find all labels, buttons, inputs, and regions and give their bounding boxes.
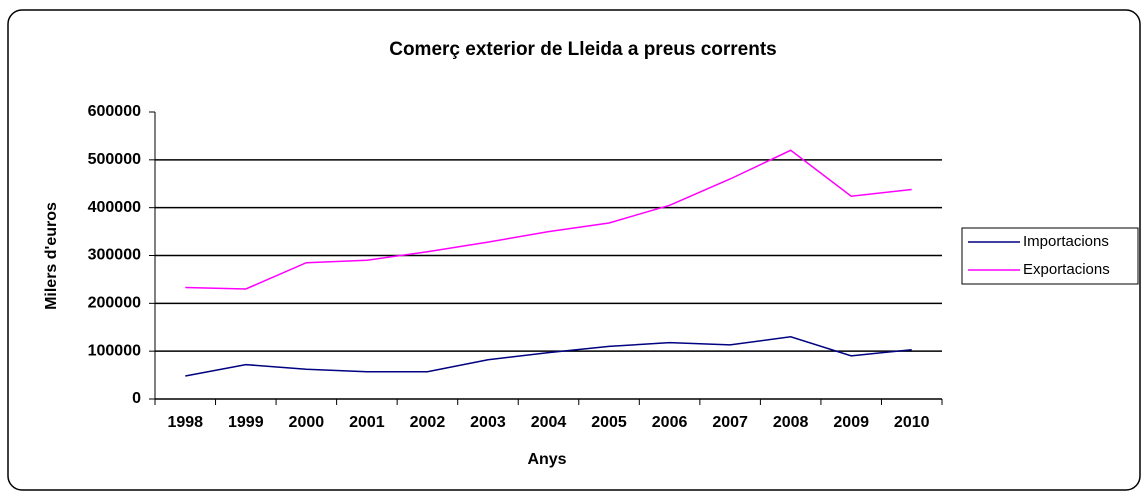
- y-tick-label: 200000: [88, 295, 141, 312]
- x-tick-label: 1998: [167, 414, 203, 431]
- y-tick-label: 600000: [88, 103, 141, 120]
- y-tick-label: 0: [132, 390, 141, 407]
- x-tick-label: 2005: [591, 414, 627, 431]
- chart-border: [7, 9, 1141, 491]
- x-tick-label: 2006: [652, 414, 688, 431]
- x-tick-label: 2001: [349, 414, 385, 431]
- legend-label: Exportacions: [1023, 261, 1110, 278]
- series-line: [185, 149, 912, 290]
- x-tick-label: 2002: [410, 414, 446, 431]
- y-tick-label: 500000: [88, 151, 141, 168]
- x-tick-label: 2008: [773, 414, 809, 431]
- x-tick-label: 2007: [712, 414, 748, 431]
- x-tick-label: 2009: [833, 414, 869, 431]
- y-tick-label: 400000: [88, 199, 141, 216]
- x-tick-label: 2003: [470, 414, 506, 431]
- legend-label: Importacions: [1023, 233, 1109, 250]
- y-tick-label: 300000: [88, 247, 141, 264]
- y-axis-label: Milers d'euros: [43, 202, 60, 310]
- x-tick-label: 2004: [531, 414, 567, 431]
- y-tick-label: 100000: [88, 342, 141, 359]
- x-tick-label: 2000: [289, 414, 325, 431]
- x-axis-label: Anys: [527, 451, 566, 468]
- x-tick-label: 2010: [894, 414, 930, 431]
- chart-title: Comerç exterior de Lleida a preus corren…: [389, 39, 777, 60]
- series-line: [185, 336, 912, 377]
- legend-box: [961, 227, 1139, 285]
- x-tick-label: 1999: [228, 414, 264, 431]
